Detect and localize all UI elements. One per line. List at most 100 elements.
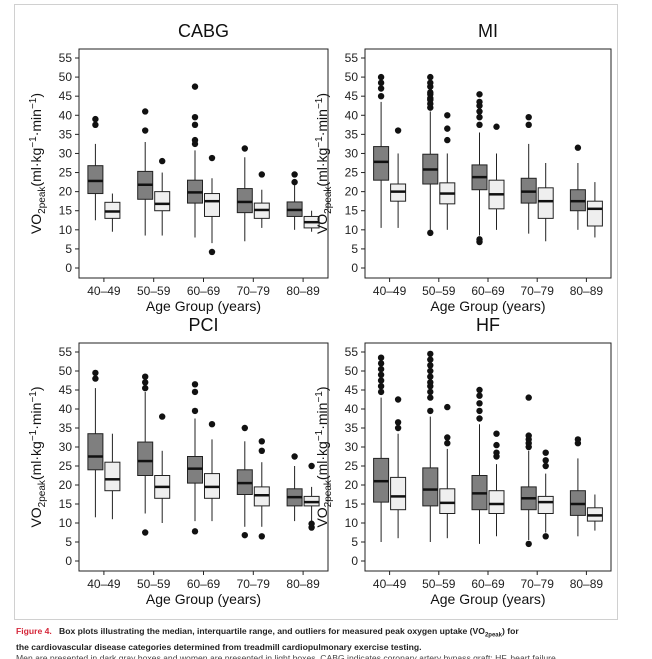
outlier-point bbox=[92, 115, 99, 123]
iqr-box bbox=[104, 461, 121, 492]
outlier-point bbox=[258, 171, 265, 178]
outlier-point bbox=[92, 369, 99, 377]
x-tick-label: 80–89 bbox=[286, 577, 320, 591]
caption-text: Box plots illustrating the median, inter… bbox=[59, 626, 485, 636]
outlier-point bbox=[191, 407, 199, 415]
outlier-point bbox=[427, 362, 434, 369]
x-tick-label: 60–69 bbox=[187, 577, 221, 591]
y-tick-label: 50 bbox=[345, 364, 359, 378]
x-tick-label: 70–79 bbox=[237, 577, 271, 591]
outlier-point bbox=[377, 85, 385, 92]
outlier-point bbox=[394, 396, 402, 403]
box-men-70–79 bbox=[236, 145, 253, 242]
y-tick-label: 55 bbox=[345, 51, 359, 65]
box-women-70–79 bbox=[253, 171, 270, 228]
y-tick-label: 45 bbox=[345, 89, 359, 103]
plot-border bbox=[78, 342, 329, 572]
outlier-point bbox=[427, 407, 434, 415]
y-tick-label: 5 bbox=[65, 535, 72, 549]
x-axis-label: Age Group (years) bbox=[430, 298, 545, 314]
y-tick-label: 45 bbox=[59, 89, 73, 103]
outlier-point bbox=[291, 178, 298, 186]
outlier-point bbox=[142, 108, 149, 115]
x-tick-label: 50–59 bbox=[137, 284, 171, 298]
iqr-box bbox=[586, 200, 603, 227]
box-women-40–49 bbox=[104, 433, 121, 520]
box-men-80–89 bbox=[286, 171, 303, 230]
outlier-point bbox=[191, 113, 199, 121]
y-tick-label: 10 bbox=[59, 516, 73, 530]
iqr-box bbox=[87, 165, 104, 195]
outlier-point bbox=[308, 462, 315, 470]
outlier-point bbox=[476, 98, 483, 106]
y-tick-label: 35 bbox=[59, 127, 73, 141]
outlier-point bbox=[427, 73, 434, 81]
panel-title: HF bbox=[476, 315, 500, 335]
panel-title: CABG bbox=[178, 21, 229, 41]
outlier-point bbox=[142, 384, 149, 392]
outlier-point bbox=[427, 388, 434, 396]
y-tick-label: 50 bbox=[345, 70, 359, 84]
outlier-point bbox=[476, 113, 483, 121]
outlier-point bbox=[525, 540, 532, 548]
outlier-point bbox=[476, 400, 483, 407]
iqr-box bbox=[204, 193, 220, 217]
outlier-point bbox=[308, 520, 315, 527]
y-tick-label: 30 bbox=[345, 146, 359, 160]
outlier-point bbox=[427, 379, 434, 386]
box-women-40–49 bbox=[390, 127, 407, 228]
box-men-80–89 bbox=[569, 436, 586, 537]
x-tick-label: 60–69 bbox=[471, 577, 505, 591]
outlier-point bbox=[542, 462, 549, 470]
y-tick-label: 40 bbox=[59, 402, 73, 416]
outlier-point bbox=[493, 430, 500, 437]
box-women-80–89 bbox=[586, 494, 603, 531]
plot-border bbox=[364, 342, 612, 572]
iqr-box bbox=[422, 467, 439, 507]
caption-subscript: 2peak bbox=[484, 632, 502, 639]
outlier-point bbox=[241, 145, 248, 152]
box-women-70–79 bbox=[537, 449, 554, 540]
outlier-point bbox=[542, 457, 549, 464]
outlier-point bbox=[377, 79, 385, 87]
figure-caption: Figure 4. Box plots illustrating the med… bbox=[16, 626, 641, 659]
outlier-point bbox=[291, 453, 298, 460]
outlier-point bbox=[476, 108, 483, 115]
iqr-box bbox=[537, 495, 554, 514]
outlier-point bbox=[377, 377, 385, 384]
y-tick-label: 15 bbox=[59, 204, 73, 218]
outlier-point bbox=[208, 248, 216, 256]
outlier-point bbox=[142, 379, 149, 386]
box-women-70–79 bbox=[537, 163, 554, 242]
y-tick-label: 20 bbox=[59, 478, 73, 492]
outlier-point bbox=[241, 424, 248, 432]
outlier-point bbox=[476, 121, 483, 129]
panel-title: MI bbox=[478, 21, 498, 41]
figure-frame: CABG 0 5 10 15 20 25 30 35 40 45 50 55 VO2peak(ml·kg−… bbox=[14, 4, 618, 620]
box-women-50–59 bbox=[439, 403, 456, 539]
box-men-60–69 bbox=[471, 386, 488, 544]
outlier-point bbox=[377, 354, 385, 361]
y-tick-label: 25 bbox=[59, 459, 73, 473]
outlier-point bbox=[444, 125, 451, 132]
y-tick-label: 25 bbox=[59, 166, 73, 180]
outlier-point bbox=[377, 388, 385, 396]
box-men-50–59 bbox=[137, 108, 154, 236]
y-tick-label: 15 bbox=[59, 497, 73, 511]
panel-hf: HF 0 5 10 15 20 25 30 35 40 45 50 55 VO2peak(ml·kg−1·… bbox=[314, 315, 612, 607]
y-tick-label: 30 bbox=[59, 146, 73, 160]
outlier-point bbox=[427, 79, 434, 87]
box-women-60–69 bbox=[204, 421, 220, 522]
y-axis-label: VO2peak(ml·kg−1·min−1) bbox=[28, 93, 48, 234]
box-men-60–69 bbox=[471, 91, 488, 246]
box-women-40–49 bbox=[390, 396, 407, 539]
y-tick-label: 5 bbox=[351, 535, 358, 549]
box-men-80–89 bbox=[569, 144, 586, 230]
y-tick-label: 5 bbox=[65, 242, 72, 256]
box-women-50–59 bbox=[439, 112, 456, 230]
box-women-60–69 bbox=[204, 154, 220, 256]
y-tick-label: 10 bbox=[59, 223, 73, 237]
outlier-point bbox=[92, 375, 99, 382]
outlier-point bbox=[493, 441, 500, 449]
outlier-point bbox=[208, 421, 216, 428]
